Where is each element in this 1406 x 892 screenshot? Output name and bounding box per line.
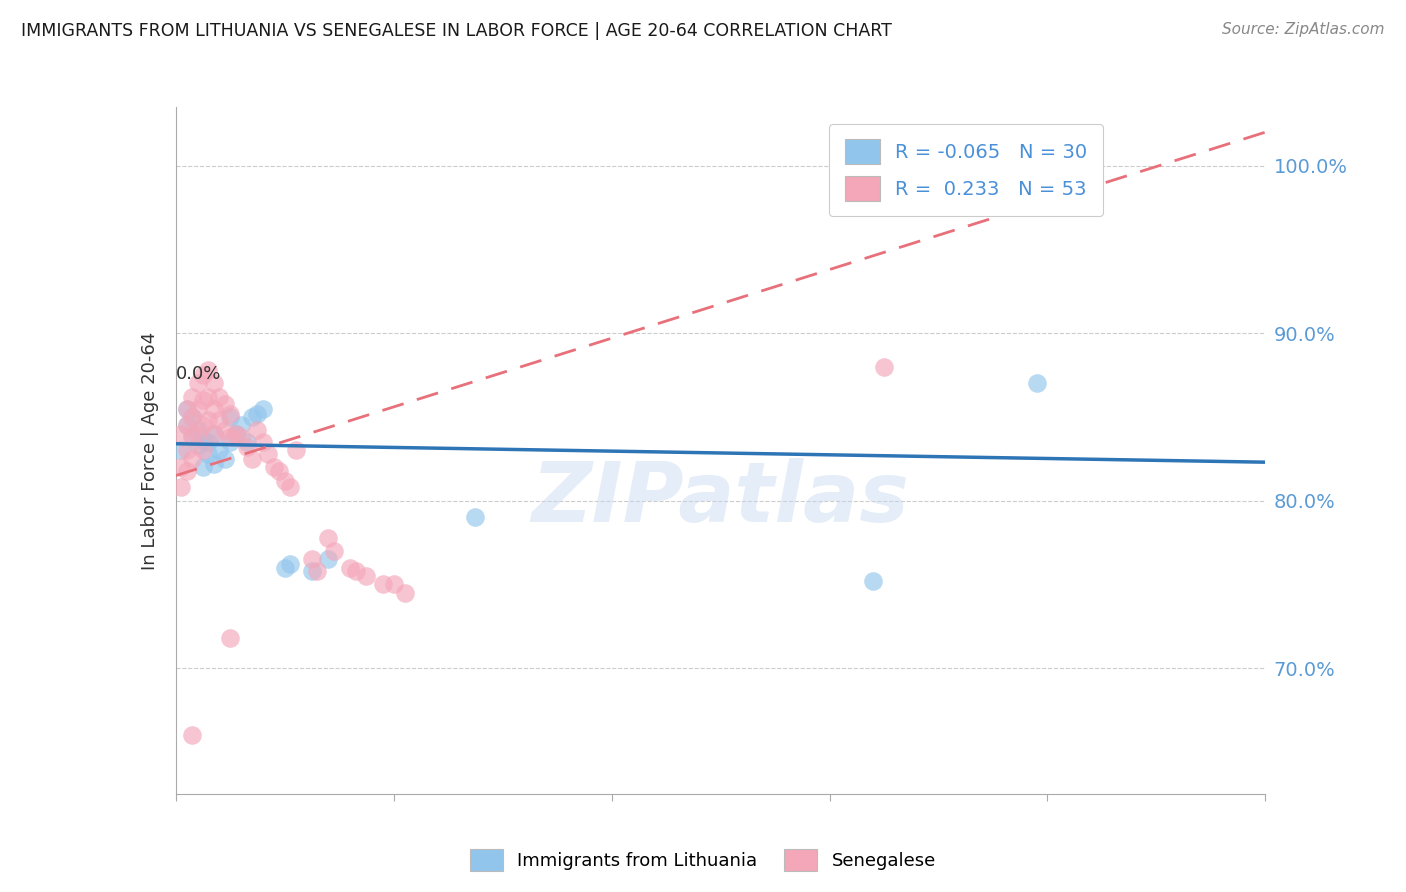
Point bbox=[235, 440, 257, 454]
Point bbox=[191, 443, 214, 458]
Point bbox=[219, 631, 242, 645]
Point bbox=[394, 586, 416, 600]
Point bbox=[176, 443, 198, 458]
Text: IMMIGRANTS FROM LITHUANIA VS SENEGALESE IN LABOR FORCE | AGE 20-64 CORRELATION C: IMMIGRANTS FROM LITHUANIA VS SENEGALESE … bbox=[21, 22, 891, 40]
Point bbox=[181, 430, 204, 444]
Point bbox=[371, 577, 394, 591]
Point bbox=[208, 413, 231, 427]
Point bbox=[186, 401, 209, 416]
Point bbox=[235, 435, 257, 450]
Point bbox=[231, 430, 253, 444]
Point bbox=[181, 451, 204, 466]
Point bbox=[274, 560, 297, 574]
Point bbox=[197, 435, 219, 450]
Point bbox=[318, 552, 340, 566]
Point bbox=[339, 560, 361, 574]
Point bbox=[191, 368, 214, 382]
Point bbox=[318, 531, 340, 545]
Text: ZIPatlas: ZIPatlas bbox=[531, 458, 910, 539]
Point bbox=[186, 438, 209, 452]
Point bbox=[278, 558, 301, 572]
Point bbox=[219, 409, 242, 424]
Point bbox=[170, 426, 193, 441]
Point bbox=[1025, 376, 1047, 391]
Legend: Immigrants from Lithuania, Senegalese: Immigrants from Lithuania, Senegalese bbox=[463, 842, 943, 879]
Point bbox=[240, 409, 263, 424]
Point bbox=[176, 464, 198, 478]
Point bbox=[186, 376, 209, 391]
Point bbox=[186, 423, 209, 437]
Point bbox=[202, 457, 225, 471]
Point bbox=[344, 564, 367, 578]
Point bbox=[214, 423, 236, 437]
Point bbox=[176, 418, 198, 433]
Point bbox=[197, 413, 219, 427]
Point bbox=[252, 435, 274, 450]
Point bbox=[197, 447, 219, 461]
Point bbox=[246, 423, 269, 437]
Point bbox=[219, 435, 242, 450]
Point bbox=[257, 447, 280, 461]
Point bbox=[191, 460, 214, 475]
Point bbox=[214, 396, 236, 410]
Point bbox=[263, 460, 285, 475]
Point bbox=[181, 426, 204, 441]
Point bbox=[191, 393, 214, 408]
Point bbox=[464, 510, 486, 524]
Point bbox=[191, 434, 214, 448]
Point bbox=[202, 401, 225, 416]
Point bbox=[301, 552, 323, 566]
Point bbox=[274, 474, 297, 488]
Point bbox=[191, 418, 214, 433]
Point bbox=[307, 564, 329, 578]
Point bbox=[197, 363, 219, 377]
Point bbox=[181, 390, 204, 404]
Point bbox=[208, 390, 231, 404]
Point bbox=[197, 390, 219, 404]
Point bbox=[202, 376, 225, 391]
Point bbox=[231, 418, 253, 433]
Point bbox=[284, 443, 307, 458]
Text: 0.0%: 0.0% bbox=[176, 365, 221, 383]
Point bbox=[176, 401, 198, 416]
Point bbox=[170, 460, 193, 475]
Point bbox=[240, 451, 263, 466]
Point bbox=[269, 464, 291, 478]
Point bbox=[301, 564, 323, 578]
Text: Source: ZipAtlas.com: Source: ZipAtlas.com bbox=[1222, 22, 1385, 37]
Point bbox=[181, 409, 204, 424]
Point bbox=[278, 480, 301, 494]
Y-axis label: In Labor Force | Age 20-64: In Labor Force | Age 20-64 bbox=[141, 331, 159, 570]
Point bbox=[170, 480, 193, 494]
Point bbox=[225, 426, 247, 441]
Point bbox=[219, 430, 242, 444]
Point bbox=[181, 409, 204, 424]
Point bbox=[170, 443, 193, 458]
Point bbox=[862, 574, 884, 588]
Point bbox=[246, 407, 269, 421]
Point bbox=[202, 426, 225, 441]
Point bbox=[186, 426, 209, 441]
Point bbox=[176, 418, 198, 433]
Point bbox=[202, 426, 225, 441]
Point bbox=[382, 577, 405, 591]
Point bbox=[208, 443, 231, 458]
Point bbox=[322, 544, 344, 558]
Legend: R = -0.065   N = 30, R =  0.233   N = 53: R = -0.065 N = 30, R = 0.233 N = 53 bbox=[830, 124, 1104, 217]
Point bbox=[225, 426, 247, 441]
Point bbox=[219, 407, 242, 421]
Point bbox=[214, 451, 236, 466]
Point bbox=[181, 728, 204, 742]
Point bbox=[252, 401, 274, 416]
Point bbox=[176, 401, 198, 416]
Point bbox=[356, 569, 378, 583]
Point bbox=[873, 359, 896, 374]
